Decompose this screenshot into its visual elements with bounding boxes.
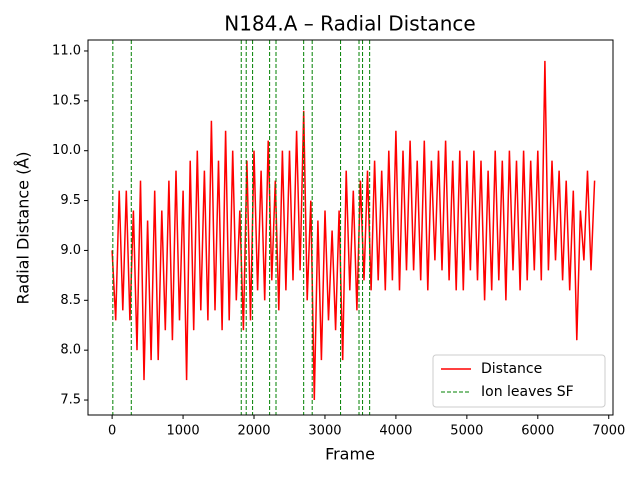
y-tick-label: 8.5 <box>60 293 81 308</box>
x-tick-label: 5000 <box>450 424 483 439</box>
x-tick-label: 2000 <box>237 424 270 439</box>
x-tick-label: 4000 <box>379 424 412 439</box>
y-tick-label: 10.5 <box>52 93 81 108</box>
x-axis-label: Frame <box>325 445 375 464</box>
y-tick-label: 8.0 <box>60 343 81 358</box>
x-tick-label: 3000 <box>308 424 341 439</box>
x-tick-label: 0 <box>108 424 116 439</box>
plot-frame <box>87 39 614 416</box>
y-tick-label: 11.0 <box>52 43 81 58</box>
y-tick-label: 7.5 <box>60 393 81 408</box>
legend-label: Distance <box>481 361 542 377</box>
y-tick-label: 9.0 <box>60 243 81 258</box>
x-tick-label: 7000 <box>592 424 625 439</box>
x-tick-label: 6000 <box>521 424 554 439</box>
legend-box <box>432 354 606 408</box>
y-tick-label: 9.5 <box>60 193 81 208</box>
chart-title: N184.A – Radial Distance <box>224 12 475 36</box>
x-tick-label: 1000 <box>167 424 200 439</box>
legend-label: Ion leaves SF <box>481 384 574 400</box>
y-tick-label: 10.0 <box>52 143 81 158</box>
y-axis-label: Radial Distance (Å) <box>14 152 33 305</box>
data-line <box>111 60 596 401</box>
